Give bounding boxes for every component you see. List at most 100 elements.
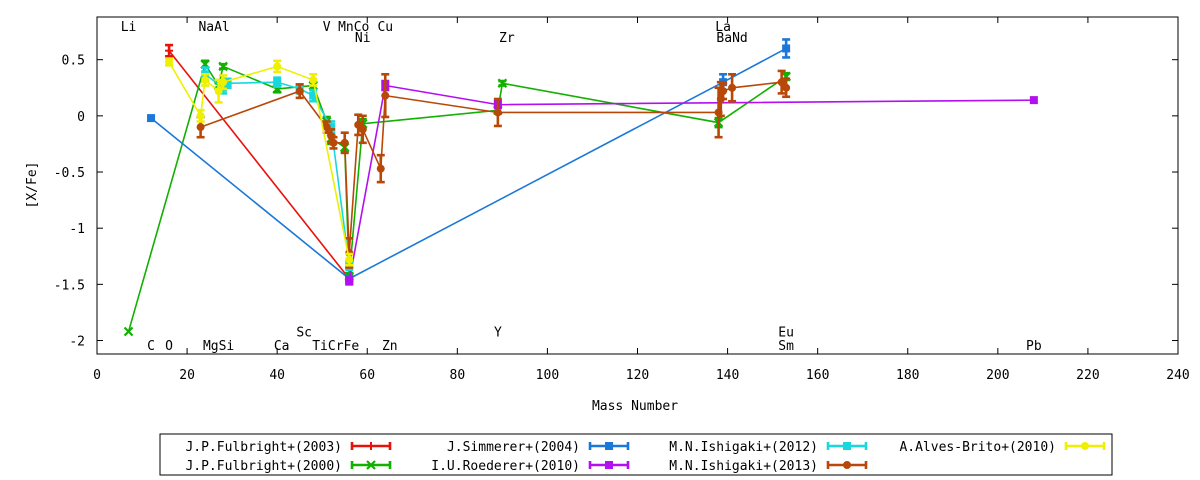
x-tick-label: 200 xyxy=(986,368,1009,383)
element-label: MnCo xyxy=(338,20,369,35)
data-point-marker xyxy=(165,46,174,55)
data-point xyxy=(273,59,282,74)
x-axis-label: Mass Number xyxy=(592,399,678,414)
series-3 xyxy=(345,79,1038,286)
data-point-marker xyxy=(295,87,304,96)
data-point-marker xyxy=(843,442,851,450)
legend-entry: I.U.Roederer+(2010) xyxy=(431,459,630,474)
data-point-marker xyxy=(843,461,851,469)
legend-label: J.P.Fulbright+(2003) xyxy=(185,440,342,455)
data-point-marker xyxy=(165,57,174,66)
x-tick-label: 240 xyxy=(1166,368,1189,383)
element-label: BaNd xyxy=(716,31,747,46)
data-point-marker xyxy=(340,138,349,147)
data-point xyxy=(196,108,205,123)
series-line xyxy=(348,84,1034,282)
legend-entry: M.N.Ishigaki+(2013) xyxy=(669,459,868,474)
x-tick-label: 80 xyxy=(450,368,466,383)
data-point-marker xyxy=(1081,442,1089,450)
series-line xyxy=(168,61,351,260)
data-point xyxy=(345,252,354,267)
element-label: Zn xyxy=(382,339,398,354)
legend-entry: J.P.Fulbright+(2000) xyxy=(185,459,392,474)
data-point-marker xyxy=(719,87,728,96)
data-point-marker xyxy=(497,78,508,89)
data-point-marker xyxy=(381,91,390,100)
x-tick-label: 160 xyxy=(806,368,829,383)
data-point-marker xyxy=(777,78,786,87)
data-point xyxy=(782,38,791,59)
data-point-marker xyxy=(309,91,318,100)
element-label: Ni xyxy=(355,31,371,46)
x-tick-label: 220 xyxy=(1076,368,1099,383)
data-point-marker xyxy=(782,44,791,53)
y-tick-label: -0.5 xyxy=(54,166,85,181)
element-label: Sc xyxy=(296,326,312,341)
series-5 xyxy=(196,69,791,269)
legend-label: I.U.Roederer+(2010) xyxy=(431,459,580,474)
data-point-marker xyxy=(201,75,210,84)
series-line xyxy=(204,73,351,266)
data-point xyxy=(782,77,791,99)
data-point xyxy=(165,57,174,67)
data-point-marker xyxy=(1029,96,1038,105)
data-point xyxy=(381,72,390,119)
data-point-marker xyxy=(345,276,354,285)
data-point xyxy=(295,83,304,100)
y-tick-label: -1.5 xyxy=(54,278,85,293)
data-point xyxy=(219,74,228,91)
data-point-marker xyxy=(493,108,502,117)
y-tick-label: -1 xyxy=(69,222,85,237)
data-point-marker xyxy=(273,78,282,87)
data-point-marker xyxy=(327,123,336,132)
data-point-marker xyxy=(309,75,318,84)
data-point xyxy=(147,114,156,123)
series-line xyxy=(150,47,787,280)
data-point xyxy=(165,43,174,58)
legend-label: M.N.Ishigaki+(2012) xyxy=(669,440,818,455)
data-point xyxy=(1029,96,1038,105)
data-point xyxy=(329,135,338,150)
data-point xyxy=(273,76,282,88)
legend: J.P.Fulbright+(2003) J.P.Fulbright+(2000)… xyxy=(159,433,1113,476)
element-label: Sm xyxy=(778,339,794,354)
series-1 xyxy=(123,59,791,337)
data-point-marker xyxy=(147,114,156,123)
element-label: TiCrFe xyxy=(312,339,359,354)
element-label: V xyxy=(323,20,331,35)
data-point xyxy=(123,326,134,337)
data-point xyxy=(340,131,349,155)
data-point-marker xyxy=(273,62,282,71)
element-label: Pb xyxy=(1026,339,1042,354)
element-label: Cu xyxy=(377,20,393,35)
data-point-marker xyxy=(223,79,232,88)
element-label: MgSi xyxy=(203,339,234,354)
data-point-marker xyxy=(605,461,613,469)
element-label: C xyxy=(147,339,155,354)
data-point-marker xyxy=(123,326,134,337)
legend-label: J.P.Fulbright+(2000) xyxy=(185,459,342,474)
data-point xyxy=(777,69,786,95)
plot-frame xyxy=(96,16,1179,355)
data-point xyxy=(497,78,508,89)
element-label: Zr xyxy=(499,31,515,46)
data-point-marker xyxy=(329,138,338,147)
data-point-marker xyxy=(196,123,205,132)
data-point xyxy=(728,72,737,103)
data-point-marker xyxy=(219,78,228,87)
data-point-marker xyxy=(345,255,354,264)
data-point xyxy=(309,72,318,87)
legend-label: M.N.Ishigaki+(2013) xyxy=(669,459,818,474)
legend-label: A.Alves-Brito+(2010) xyxy=(899,440,1056,455)
legend-entry: A.Alves-Brito+(2010) xyxy=(899,440,1106,455)
data-point xyxy=(376,153,385,184)
series-6 xyxy=(165,57,354,267)
legend-label: J.Simmerer+(2004) xyxy=(447,440,580,455)
element-label: Li xyxy=(121,20,137,35)
x-tick-label: 20 xyxy=(179,368,195,383)
y-tick-label: 0 xyxy=(77,110,85,125)
element-label: Eu xyxy=(778,326,794,341)
x-tick-label: 100 xyxy=(536,368,559,383)
x-tick-label: 140 xyxy=(716,368,739,383)
